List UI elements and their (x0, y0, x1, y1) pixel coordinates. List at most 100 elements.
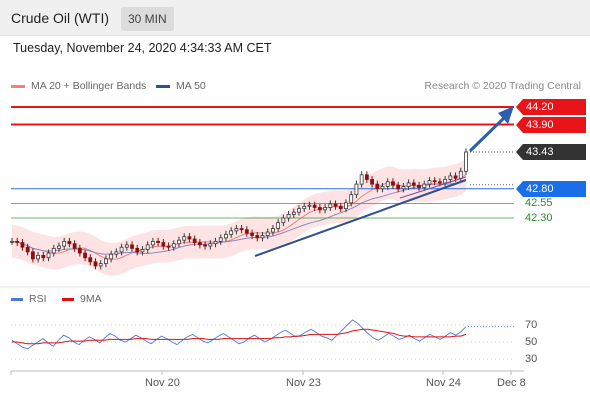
candle-body (161, 242, 166, 247)
legend-rsi-label: RSI (29, 293, 47, 305)
level-label-42-55: 42.55 (525, 197, 553, 209)
rsi-ma-swatch (62, 297, 74, 301)
candle-body (67, 240, 72, 245)
candle-body (229, 230, 234, 235)
candle-body (239, 228, 244, 231)
candle-body (140, 249, 145, 253)
candle-body (255, 235, 260, 239)
candle-body (135, 247, 140, 253)
candle-body (10, 240, 14, 243)
candle-body (208, 243, 213, 247)
candle-body (438, 181, 442, 184)
candle-body (119, 246, 124, 253)
candle-body (114, 251, 119, 255)
legend-9ma-label: 9MA (80, 293, 102, 305)
candle-body (192, 238, 197, 243)
candle-body (291, 211, 296, 215)
candle-body (51, 247, 56, 254)
candle-body (177, 239, 181, 245)
last-price-tag: 43.43 (516, 144, 586, 160)
candle-body (338, 205, 343, 210)
candle-body (83, 252, 87, 259)
candle-body (25, 246, 30, 253)
candle-body (187, 236, 192, 240)
candle-body (458, 170, 463, 179)
candle-body (244, 229, 249, 234)
candle-body (276, 222, 281, 229)
candle-body (62, 240, 67, 247)
rsi-tick-70: 70 (525, 319, 538, 331)
candle-body (41, 254, 46, 259)
x-label-nov24: Nov 24 (426, 377, 461, 389)
candle-body (171, 243, 176, 248)
legend-9ma: 9MA (62, 293, 102, 305)
candle-body (396, 184, 401, 190)
candle-body (427, 180, 432, 185)
bollinger-band (12, 158, 466, 276)
candle-body (271, 228, 275, 233)
candle-body (182, 236, 187, 241)
candle-body (104, 258, 108, 264)
candle-body (312, 204, 317, 208)
candle-body (30, 251, 35, 260)
candle-body (297, 208, 301, 213)
legend-ma20-label: MA 20 + Bollinger Bands (31, 80, 147, 92)
candle-body (234, 228, 239, 232)
rsi-tick-30: 30 (525, 353, 538, 365)
legend-ma20: MA 20 + Bollinger Bands (11, 80, 146, 92)
candle-body (36, 254, 40, 260)
candle-body (370, 179, 374, 185)
candle-body (150, 240, 155, 246)
candle-body (213, 240, 218, 245)
candle-body (98, 263, 103, 267)
candle-body (359, 174, 364, 185)
trendline (254, 179, 467, 257)
level-tag-43-90: 43.90 (516, 117, 586, 133)
level-tag-42-80: 42.80 (516, 181, 586, 197)
candle-body (349, 194, 354, 204)
candle-body (124, 244, 129, 248)
candle-body (323, 207, 328, 211)
x-label-nov20: Nov 20 (145, 377, 180, 389)
candle-body (93, 261, 98, 267)
ma20-swatch (11, 84, 25, 88)
instrument-title: Crude Oil (WTI) (11, 10, 109, 26)
rsi-tick-50: 50 (525, 336, 538, 348)
candle-body (375, 183, 380, 190)
ma50-swatch (156, 84, 170, 88)
x-label-nov23: Nov 23 (286, 377, 321, 389)
candle-body (354, 183, 359, 196)
candle-body (218, 237, 223, 242)
candle-body (380, 186, 385, 190)
level-tag-44-20: 44.20 (516, 99, 586, 115)
x-label-dec8: Dec 8 (497, 377, 526, 389)
credit-text: Research © 2020 Trading Central (424, 80, 581, 92)
candle-body (448, 175, 453, 180)
chart-header: Crude Oil (WTI) 30 MIN (0, 0, 590, 36)
candle-body (401, 186, 406, 190)
candle-body (77, 247, 82, 254)
candle-body (411, 182, 416, 186)
candle-body (260, 235, 265, 239)
ma50-line (11, 179, 467, 255)
candle-body (302, 205, 307, 210)
candle-body (265, 231, 270, 236)
candle-body (328, 203, 333, 208)
candle-body (317, 207, 322, 211)
interval-button[interactable]: 30 MIN (121, 7, 174, 31)
candle-body (88, 257, 93, 263)
rsi-swatch (11, 297, 23, 301)
candle-body (385, 181, 390, 187)
candle-body (197, 242, 202, 246)
candle-body (145, 244, 150, 250)
candle-body (464, 151, 468, 172)
candle-body (156, 240, 161, 243)
candle-body (344, 202, 348, 210)
candle-body (109, 253, 114, 260)
candle-body (453, 175, 458, 179)
candle-body (364, 174, 369, 180)
level-label-42-30: 42.30 (525, 212, 553, 224)
candle-body (15, 240, 20, 243)
legend-ma50-label: MA 50 (176, 80, 206, 92)
